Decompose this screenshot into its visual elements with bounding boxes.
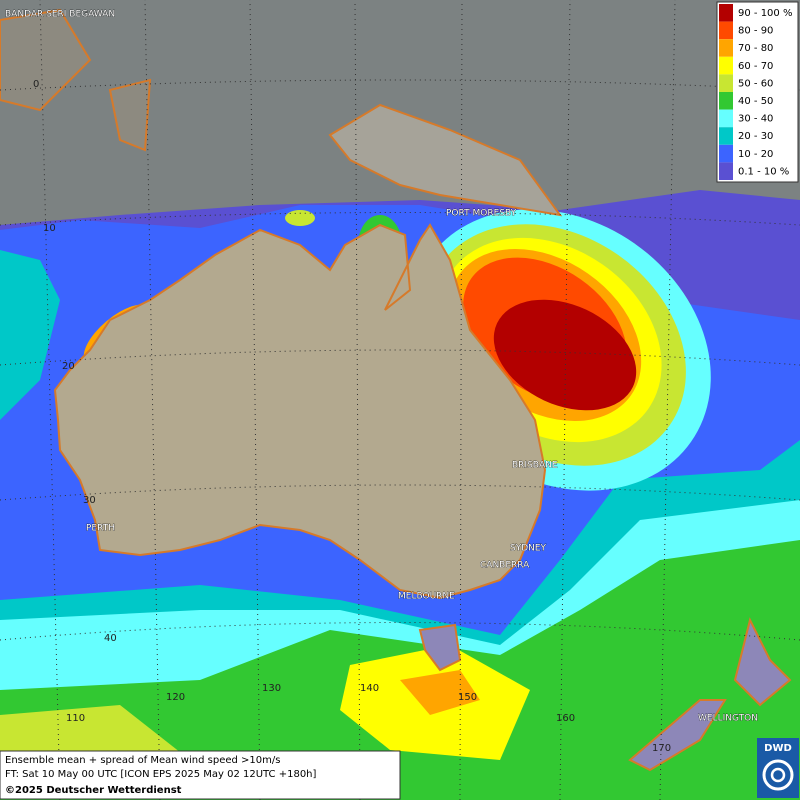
- longitude-label: 120: [166, 692, 185, 703]
- prob-area: [285, 210, 315, 226]
- prob-area: [493, 299, 637, 411]
- longitude-label: 140: [360, 683, 379, 694]
- legend-swatch: [719, 56, 733, 75]
- legend-swatch: [719, 74, 733, 92]
- logo: DWD: [757, 738, 799, 798]
- longitude-label: 150: [458, 692, 477, 703]
- legend-label: 30 - 40: [738, 114, 773, 125]
- legend-swatch: [719, 92, 733, 110]
- latitude-label: 10: [43, 223, 56, 234]
- logo-icon: [770, 767, 786, 783]
- longitude-label: 110: [66, 713, 85, 724]
- legend-label: 40 - 50: [738, 96, 773, 107]
- info-line: Ensemble mean + spread of Mean wind spee…: [5, 755, 280, 766]
- legend-label: 90 - 100 %: [738, 8, 792, 19]
- latitude-label: 40: [104, 633, 117, 644]
- prob-area: [0, 250, 60, 420]
- land: [108, 78, 152, 152]
- info-background: [0, 750, 401, 800]
- city-label: PERTH: [86, 524, 115, 534]
- longitude-label: 160: [556, 713, 575, 724]
- legend-label: 0.1 - 10 %: [738, 166, 789, 177]
- legend-swatch: [719, 21, 733, 40]
- logo-icon: [762, 759, 794, 791]
- legend-label: 20 - 30: [738, 131, 773, 142]
- land: [418, 623, 462, 672]
- legend-swatch: [719, 144, 733, 163]
- legend-swatch: [719, 109, 733, 128]
- longitude-label: 170: [652, 743, 671, 754]
- legend-swatch: [719, 39, 733, 57]
- city-label: PORT MORESBY: [446, 209, 517, 219]
- legend-label: 80 - 90: [738, 26, 773, 37]
- info-line: FT: Sat 10 May 00 UTC [ICON EPS 2025 May…: [5, 769, 317, 780]
- prob-area: [400, 670, 480, 715]
- city-label: CANBERRA: [480, 561, 530, 571]
- land: [628, 699, 727, 772]
- legend-swatch: [719, 162, 733, 180]
- legend-label: 60 - 70: [738, 61, 773, 72]
- legend-swatch: [719, 4, 733, 22]
- info-line: ©2025 Deutscher Wetterdienst: [5, 785, 182, 796]
- latitude-label: 30: [83, 495, 96, 506]
- longitude-label: 130: [262, 683, 281, 694]
- city-label: WELLINGTON: [698, 714, 758, 724]
- land: [0, 8, 92, 112]
- latitude-label: 20: [62, 361, 75, 372]
- logo-text: DWD: [764, 743, 792, 754]
- legend: 90 - 100 % 80 - 90 70 - 80 60 - 70 50 - 60 40…: [716, 1, 799, 183]
- info-box: Ensemble mean + spread of Mean wind spee…: [0, 750, 401, 800]
- legend-label: 50 - 60: [738, 78, 773, 89]
- legend-label: 70 - 80: [738, 43, 773, 54]
- land: [53, 223, 547, 600]
- legend-swatch: [719, 127, 733, 145]
- city-label: BANDAR SERI BEGAWAN: [5, 10, 115, 20]
- city-label: BRISBANE: [512, 461, 558, 471]
- parallels: [0, 79, 800, 641]
- meridians: [39, 0, 676, 801]
- city-label: SYDNEY: [510, 544, 547, 554]
- legend-label: 10 - 20: [738, 149, 773, 160]
- land: [733, 617, 792, 707]
- latitude-label: 0: [33, 79, 39, 90]
- city-label: MELBOURNE: [398, 592, 455, 602]
- land: [328, 103, 563, 217]
